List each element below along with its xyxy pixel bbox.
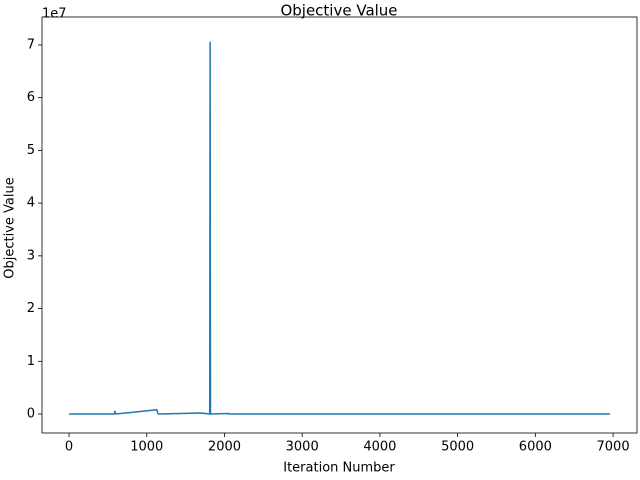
y-tick-label: 0	[27, 407, 35, 422]
x-axis-label: Iteration Number	[283, 461, 395, 476]
x-tick-label: 2000	[208, 440, 241, 455]
y-tick-label: 5	[27, 143, 35, 158]
x-tick-label: 5000	[441, 440, 474, 455]
y-tick-label: 3	[27, 248, 35, 263]
chart-title: Objective Value	[280, 2, 397, 20]
x-tick-label: 0	[65, 440, 73, 455]
y-tick-label: 4	[27, 196, 35, 211]
y-axis-label: Objective Value	[3, 177, 18, 278]
plot-frame	[41, 16, 638, 434]
x-tick-label: 4000	[363, 440, 396, 455]
x-tick-label: 3000	[286, 440, 319, 455]
x-tick-label: 1000	[130, 440, 163, 455]
y-tick-label: 1	[27, 354, 35, 369]
x-tick-label: 7000	[597, 440, 630, 455]
y-tick-label: 7	[27, 37, 35, 52]
x-tick-label: 6000	[519, 440, 552, 455]
y-offset-label: 1e7	[42, 7, 67, 22]
y-tick-label: 6	[27, 90, 35, 105]
data-line	[69, 41, 610, 415]
y-tick-label: 2	[27, 301, 35, 316]
